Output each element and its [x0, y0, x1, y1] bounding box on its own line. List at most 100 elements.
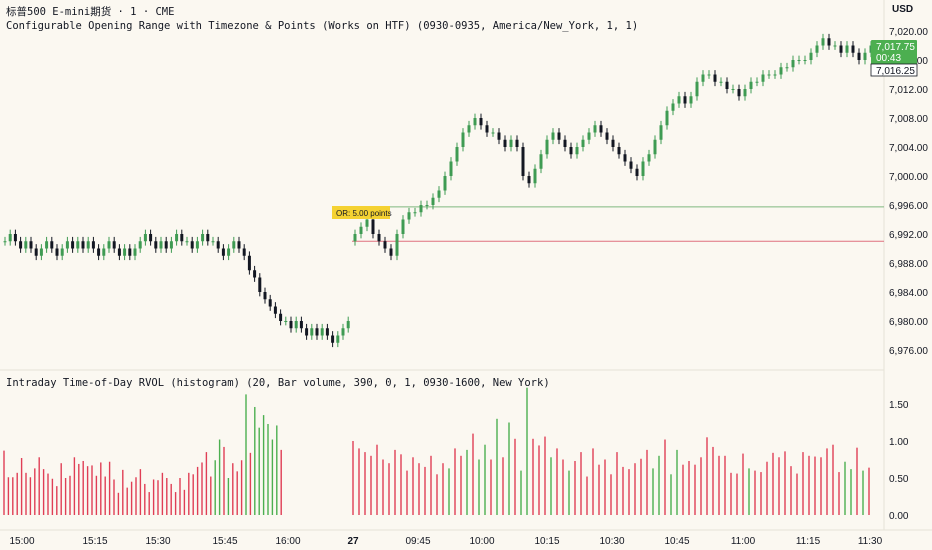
- symbol-title[interactable]: 标普500 E-mini期货 · 1 · CME: [6, 6, 175, 18]
- rvol-tick-label: 1.50: [889, 400, 909, 411]
- candle-body: [97, 248, 101, 256]
- candle-body: [725, 81, 729, 89]
- candle-body: [773, 74, 777, 76]
- candle-body: [509, 139, 513, 147]
- candle-body: [455, 147, 459, 162]
- candle-body: [467, 125, 471, 133]
- candle-body: [641, 161, 645, 176]
- candle-body: [689, 96, 693, 104]
- candle-body: [809, 52, 813, 60]
- candle-body: [479, 118, 483, 126]
- candle-body: [289, 321, 293, 329]
- candle-body: [284, 321, 288, 322]
- candle-body: [521, 147, 525, 176]
- price-tick-label: 6,980.00: [889, 317, 928, 328]
- time-tick-label: 09:45: [405, 536, 430, 547]
- candle-body: [785, 67, 789, 69]
- candle-body: [237, 241, 241, 249]
- candle-body: [767, 74, 771, 76]
- candle-body: [863, 52, 867, 60]
- candle-body: [839, 45, 843, 53]
- candle-body: [253, 270, 257, 278]
- candle-body: [263, 292, 267, 300]
- candle-body: [149, 234, 153, 242]
- candle-body: [395, 234, 399, 256]
- candle-body: [389, 248, 393, 256]
- candle-body: [719, 81, 723, 83]
- candle-body: [310, 328, 314, 336]
- price-tick-label: 7,012.00: [889, 85, 928, 96]
- candle-body: [138, 241, 142, 249]
- candle-body: [437, 190, 441, 198]
- candle-body: [569, 147, 573, 155]
- candle-body: [629, 161, 633, 169]
- pane-borders: [0, 0, 932, 531]
- candle-body: [635, 168, 639, 176]
- indicator-legend-opening-range[interactable]: Configurable Opening Range with Timezone…: [6, 20, 639, 32]
- candle-body: [743, 89, 747, 97]
- candle-body: [13, 234, 17, 242]
- candle-body: [557, 132, 561, 140]
- candle-body: [258, 277, 262, 292]
- candle-body: [797, 60, 801, 61]
- candle-body: [180, 234, 184, 242]
- time-tick-label: 11:00: [731, 536, 756, 547]
- candle-body: [190, 241, 194, 249]
- time-tick-label: 27: [347, 536, 359, 547]
- candle-body: [211, 241, 215, 243]
- rvol-tick-label: 1.00: [889, 437, 909, 448]
- price-tick-label: 6,976.00: [889, 346, 928, 357]
- candle-body: [185, 241, 189, 243]
- time-tick-label: 15:15: [82, 536, 107, 547]
- candle-body: [701, 74, 705, 82]
- indicator-legend-rvol[interactable]: Intraday Time-of-Day RVOL (histogram) (2…: [6, 377, 550, 389]
- price-tick-label: 7,020.00: [889, 27, 928, 38]
- currency-label[interactable]: USD: [892, 4, 914, 15]
- time-tick-label: 15:30: [145, 536, 170, 547]
- candle-body: [647, 154, 651, 162]
- candle-body: [102, 248, 106, 256]
- candle-body: [65, 241, 69, 249]
- candle-body: [539, 154, 543, 169]
- candle-body: [431, 197, 435, 205]
- candle-body: [551, 132, 555, 140]
- candle-body: [341, 328, 345, 336]
- rvol-axis[interactable]: 1.50 1.00 0.50 0.00: [889, 400, 909, 522]
- candle-body: [336, 335, 340, 343]
- candle-body: [815, 45, 819, 53]
- candle-body: [50, 241, 54, 249]
- candle-body: [107, 241, 111, 249]
- candle-body: [154, 241, 158, 249]
- candle-body: [503, 139, 507, 147]
- rvol-tick-label: 0.00: [889, 511, 909, 522]
- candle-body: [443, 176, 447, 191]
- candle-body: [143, 234, 147, 242]
- candle-body: [671, 103, 675, 111]
- candle-body: [401, 219, 405, 234]
- candle-body: [761, 74, 765, 82]
- candle-body: [45, 241, 49, 249]
- candle-body: [755, 81, 759, 83]
- candle-body: [242, 248, 246, 256]
- candle-body: [533, 168, 537, 184]
- candle-body: [123, 248, 127, 256]
- candle-body: [247, 255, 251, 271]
- time-axis[interactable]: 15:00 15:15 15:30 15:45 16:00 27 09:45 10:00 10:…: [9, 536, 882, 547]
- time-tick-label: 15:00: [9, 536, 34, 547]
- last-price-badge: 7,017.75 00:43 7,016.25: [870, 40, 918, 77]
- candle-body: [76, 241, 80, 249]
- candle-body: [677, 96, 681, 104]
- candle-body: [623, 154, 627, 162]
- opening-range-label: OR: 5.00 points: [332, 206, 392, 219]
- candle-body: [515, 139, 519, 147]
- candle-body: [299, 321, 303, 329]
- candle-body: [659, 125, 663, 140]
- candle-body: [8, 234, 12, 242]
- candle-body: [527, 176, 531, 184]
- candle-body: [201, 234, 205, 242]
- candle-body: [593, 125, 597, 133]
- candle-body: [605, 132, 609, 140]
- candle-body: [268, 299, 272, 307]
- candle-body: [485, 125, 489, 133]
